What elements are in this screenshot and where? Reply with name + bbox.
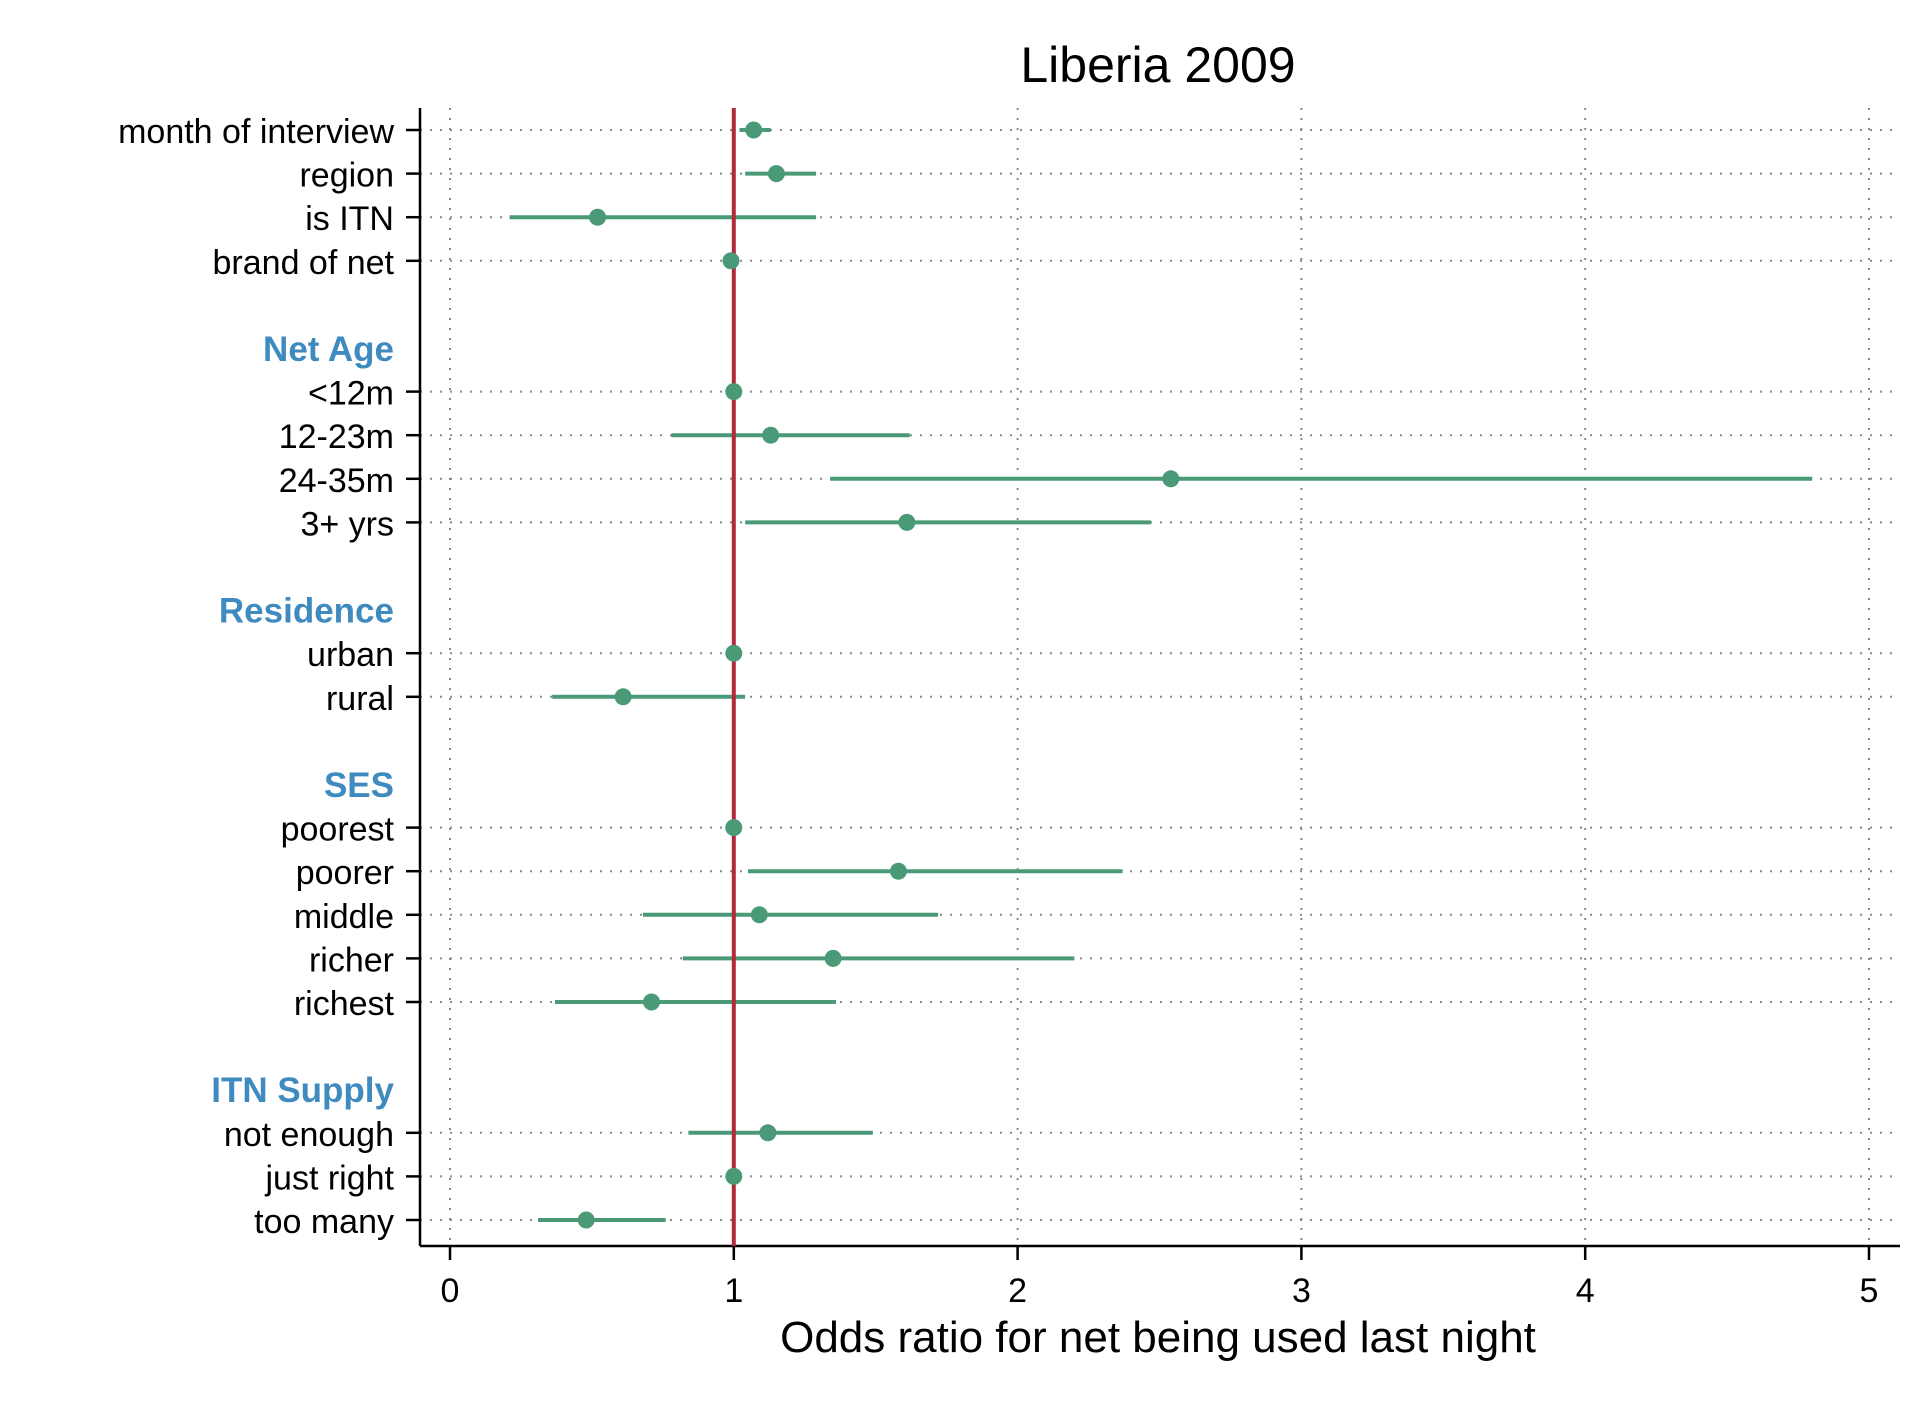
x-tick-label: 3 bbox=[1292, 1272, 1311, 1310]
row-label: middle bbox=[294, 898, 394, 936]
row-label: poorest bbox=[281, 811, 395, 849]
odds-ratio-point bbox=[642, 993, 660, 1011]
x-tick-label: 5 bbox=[1860, 1272, 1879, 1310]
odds-ratio-point bbox=[898, 513, 916, 531]
row-label: <12m bbox=[308, 375, 394, 413]
odds-ratio-point bbox=[614, 688, 632, 706]
odds-ratio-point bbox=[759, 1124, 777, 1142]
row-label: 3+ yrs bbox=[300, 505, 394, 543]
x-axis-label: Odds ratio for net being used last night bbox=[780, 1313, 1536, 1362]
row-label-layer: month of interview region is ITN brand of n… bbox=[118, 113, 394, 1241]
row-label: too many bbox=[254, 1203, 394, 1241]
odds-ratio-point bbox=[725, 819, 743, 837]
chart-title: Liberia 2009 bbox=[1020, 37, 1295, 93]
row-label: rural bbox=[326, 680, 394, 718]
row-label: urban bbox=[307, 636, 394, 674]
odds-ratio-point bbox=[725, 383, 743, 401]
group-label: ITN Supply bbox=[211, 1071, 394, 1110]
odds-ratio-point bbox=[577, 1211, 595, 1229]
odds-ratio-point bbox=[762, 426, 780, 444]
odds-ratio-point bbox=[824, 949, 842, 967]
ci-layer bbox=[509, 128, 1813, 1222]
x-tick-label: 1 bbox=[724, 1272, 743, 1310]
point-layer bbox=[577, 121, 1180, 1229]
row-label: poorer bbox=[296, 854, 394, 892]
row-label: richest bbox=[294, 985, 395, 1023]
odds-ratio-point bbox=[1162, 470, 1180, 488]
odds-ratio-point bbox=[589, 208, 607, 226]
row-label: 24-35m bbox=[279, 462, 394, 500]
row-label: brand of net bbox=[213, 244, 395, 282]
odds-ratio-point bbox=[725, 644, 743, 662]
row-label: not enough bbox=[224, 1116, 394, 1154]
grid-layer bbox=[420, 108, 1900, 1246]
odds-ratio-point bbox=[725, 1167, 743, 1185]
odds-ratio-point bbox=[750, 906, 768, 924]
row-label: richer bbox=[309, 941, 394, 979]
odds-ratio-point bbox=[745, 121, 763, 139]
group-label: Net Age bbox=[263, 330, 394, 369]
odds-ratio-point bbox=[889, 862, 907, 880]
x-tick-label: 4 bbox=[1576, 1272, 1595, 1310]
odds-ratio-point bbox=[767, 165, 785, 183]
odds-ratio-point bbox=[722, 252, 740, 270]
row-label: month of interview bbox=[118, 113, 394, 151]
row-label: just right bbox=[265, 1159, 395, 1197]
row-label: region bbox=[299, 157, 394, 195]
axis-layer: 0 1 2 3 4 5 bbox=[406, 108, 1900, 1310]
x-tick-label: 0 bbox=[441, 1272, 460, 1310]
group-label: Residence bbox=[219, 592, 394, 631]
x-tick-label: 2 bbox=[1008, 1272, 1027, 1310]
row-label: is ITN bbox=[305, 200, 394, 238]
group-label: SES bbox=[324, 766, 394, 805]
row-label: 12-23m bbox=[279, 418, 394, 456]
